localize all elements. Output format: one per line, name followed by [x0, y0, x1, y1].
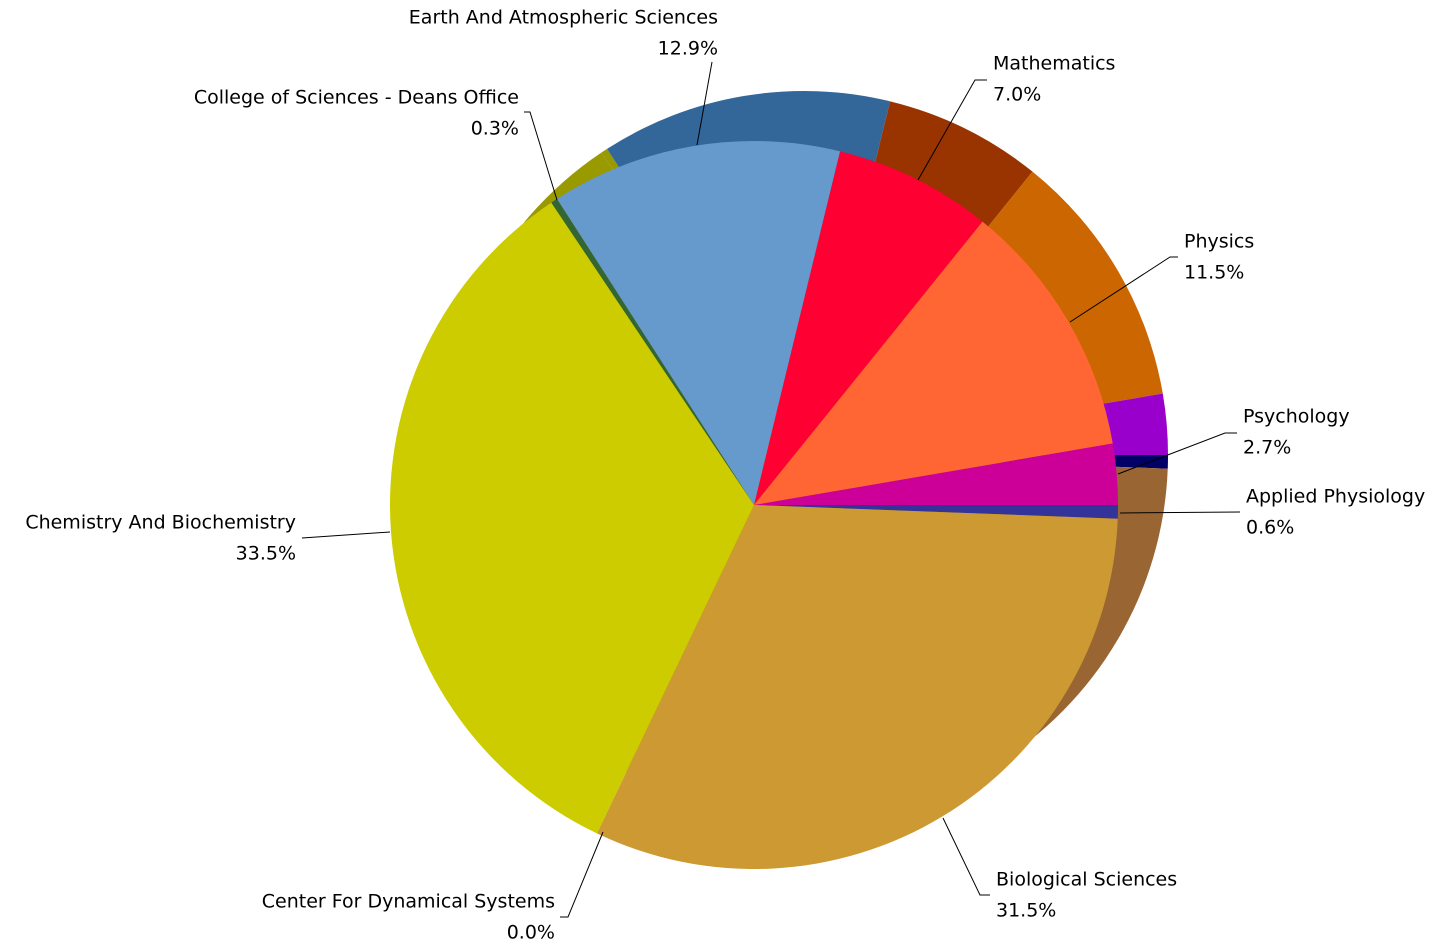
slice [551, 198, 754, 505]
slice-label: Chemistry And Biochemistry [25, 512, 296, 534]
slice-value-label: 0.3% [471, 118, 519, 140]
slice [754, 443, 1118, 505]
slice-value-label: 0.6% [1246, 517, 1294, 539]
leader-line [942, 817, 990, 896]
slice-label: Psychology [1243, 406, 1350, 428]
slice-value-label: 11.5% [1184, 262, 1244, 284]
leader-line [696, 61, 713, 146]
slice-value-label: 0.0% [507, 922, 555, 944]
leader-line [917, 79, 987, 181]
leader-line [301, 531, 391, 539]
leader-line [524, 111, 558, 201]
slice [754, 221, 1113, 506]
slice-label: Physics [1184, 231, 1254, 253]
slice-label: Mathematics [993, 53, 1115, 75]
slice-value-label: 2.7% [1243, 437, 1291, 459]
leader-line [1119, 511, 1241, 514]
slice [557, 141, 841, 506]
leader-line [560, 831, 604, 918]
slice [390, 202, 754, 834]
slice-label: College of Sciences - Deans Office [194, 87, 519, 109]
slice-label: Biological Sciences [996, 869, 1177, 891]
slice-value-label: 31.5% [996, 900, 1056, 922]
slice-label: Earth And Atmospheric Sciences [409, 7, 718, 29]
slice-label: Center For Dynamical Systems [262, 891, 555, 913]
slice [754, 151, 983, 505]
slice-value-label: 12.9% [658, 38, 718, 60]
slice-value-label: 33.5% [236, 543, 296, 565]
leader-line [1069, 256, 1178, 323]
slice [596, 505, 1118, 869]
leader-line [1117, 432, 1237, 475]
slice-value-label: 7.0% [993, 84, 1041, 106]
slice [754, 505, 1118, 519]
slice-label: Applied Physiology [1246, 486, 1425, 508]
